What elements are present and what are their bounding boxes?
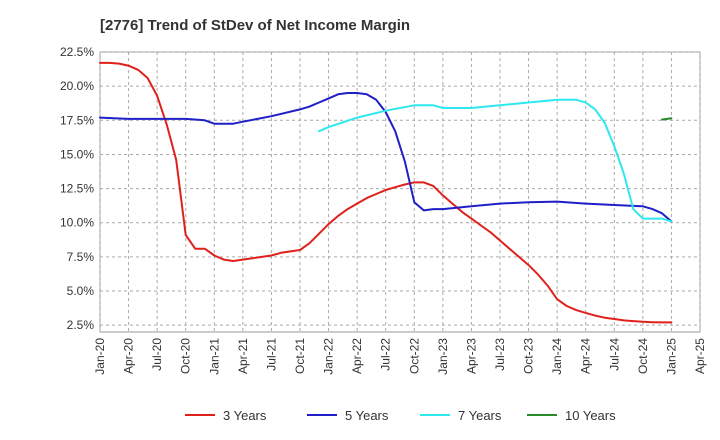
legend-item: 5 Years bbox=[307, 408, 389, 423]
plot-area bbox=[99, 51, 701, 333]
x-tick-label: Jan-23 bbox=[436, 338, 450, 375]
x-tick-label: Apr-21 bbox=[236, 338, 250, 374]
chart-title: [2776] Trend of StDev of Net Income Marg… bbox=[100, 17, 410, 34]
x-tick-label: Apr-22 bbox=[350, 338, 364, 374]
legend-item: 3 Years bbox=[185, 408, 267, 423]
x-tick-label: Jul-20 bbox=[150, 338, 164, 371]
series-line-3-years bbox=[99, 61, 673, 324]
series-line-7-years bbox=[318, 98, 673, 223]
x-tick-label: Jan-25 bbox=[664, 338, 678, 375]
plot-border bbox=[99, 51, 701, 333]
x-tick-label: Oct-21 bbox=[293, 338, 307, 374]
legend: 3 Years 5 Years 7 Years 10 Years bbox=[185, 408, 616, 423]
x-tick-label: Jan-24 bbox=[550, 338, 564, 375]
y-tick-label: 7.5% bbox=[67, 250, 95, 264]
y-tick-label: 17.5% bbox=[60, 113, 94, 127]
x-tick-label: Jul-21 bbox=[264, 338, 278, 371]
x-tick-label: Apr-23 bbox=[464, 338, 478, 374]
legend-label: 10 Years bbox=[565, 408, 616, 423]
y-tick-label: 2.5% bbox=[67, 318, 95, 332]
x-tick-label: Jul-23 bbox=[493, 338, 507, 371]
y-tick-label: 12.5% bbox=[60, 182, 94, 196]
x-tick-label: Jul-22 bbox=[379, 338, 393, 371]
x-tick-label: Jan-20 bbox=[93, 338, 107, 375]
x-tick-label: Oct-24 bbox=[636, 338, 650, 374]
x-tick-label: Oct-22 bbox=[407, 338, 421, 374]
legend-label: 3 Years bbox=[223, 408, 267, 423]
y-axis-ticks: 2.5% 5.0% 7.5% 10.0% 12.5% 15.0% 17.5% 20.0% 22.… bbox=[60, 45, 94, 332]
legend-item: 10 Years bbox=[527, 408, 616, 423]
legend-label: 7 Years bbox=[458, 408, 502, 423]
y-tick-label: 20.0% bbox=[60, 79, 94, 93]
y-tick-label: 5.0% bbox=[67, 284, 95, 298]
x-tick-label: Jan-21 bbox=[207, 338, 221, 375]
series-lines bbox=[99, 61, 673, 324]
x-tick-label: Apr-20 bbox=[122, 338, 136, 374]
y-tick-label: 15.0% bbox=[60, 147, 94, 161]
x-tick-label: Oct-23 bbox=[522, 338, 536, 374]
y-tick-label: 10.0% bbox=[60, 216, 94, 230]
x-tick-label: Apr-24 bbox=[579, 338, 593, 374]
series-line-5-years bbox=[99, 92, 673, 223]
y-tick-label: 22.5% bbox=[60, 45, 94, 59]
x-tick-label: Jan-22 bbox=[322, 338, 336, 375]
x-tick-label: Oct-20 bbox=[179, 338, 193, 374]
x-axis-ticks: Jan-20 Apr-20 Jul-20 Oct-20 Jan-21 Apr-21 Jul-… bbox=[93, 338, 707, 375]
x-tick-label: Apr-25 bbox=[693, 338, 707, 374]
legend-label: 5 Years bbox=[345, 408, 389, 423]
grid bbox=[99, 51, 701, 332]
legend-item: 7 Years bbox=[420, 408, 502, 423]
x-tick-label: Jul-24 bbox=[607, 338, 621, 371]
series-line-10-years bbox=[660, 117, 673, 121]
